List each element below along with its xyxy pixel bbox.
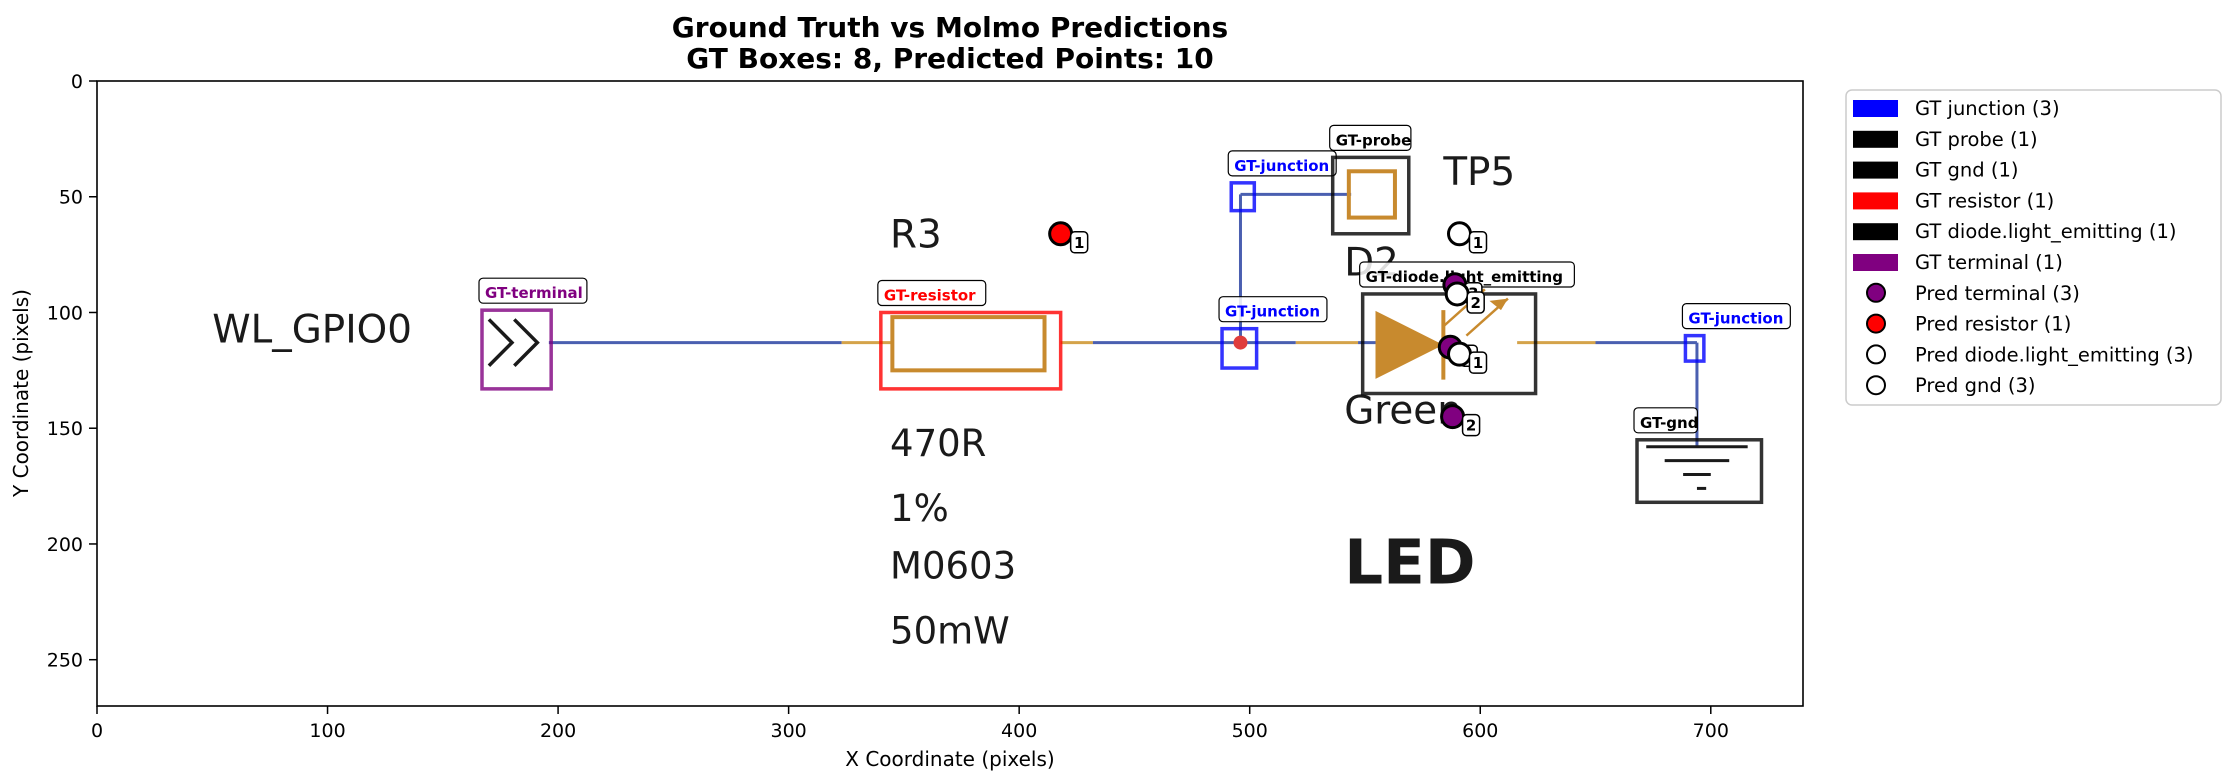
gt-box-label: GT-probe bbox=[1336, 131, 1412, 149]
gt-box bbox=[879, 310, 1063, 391]
pred-label-box bbox=[1466, 291, 1485, 314]
schematic-text: WL_GPIO0 bbox=[212, 308, 412, 353]
legend-marker bbox=[1866, 313, 1886, 334]
gt-label-box bbox=[1329, 124, 1412, 151]
pred-point bbox=[1446, 341, 1472, 367]
legend-entry: Pred gnd (3) bbox=[1915, 374, 2036, 397]
gt-box-label: GT-junction bbox=[1688, 310, 1783, 328]
schematic-text: LED bbox=[1344, 527, 1475, 598]
x-tick-label: 400 bbox=[1001, 720, 1037, 742]
y-tick-label: 50 bbox=[59, 187, 83, 209]
pred-point bbox=[1444, 281, 1470, 307]
legend-swatch bbox=[1853, 254, 1898, 271]
junction-dot bbox=[1233, 335, 1248, 350]
legend-marker bbox=[1866, 375, 1886, 396]
gt-box bbox=[1220, 326, 1259, 370]
pred-label-box bbox=[1461, 413, 1481, 437]
pred-label-box bbox=[1468, 231, 1488, 254]
pred-point-label: 1 bbox=[1473, 234, 1483, 252]
legend: GT junction (3) GT probe (1) GT gnd (1) GT … bbox=[1845, 89, 2222, 406]
y-axis-label: Y Coordinate (pixels) bbox=[9, 289, 33, 498]
terminal-chevron bbox=[513, 318, 540, 367]
led-arrowhead bbox=[1489, 298, 1508, 311]
x-tick-label: 500 bbox=[1232, 720, 1268, 742]
gt-label-box bbox=[1218, 296, 1328, 323]
schematic-text: 470R bbox=[890, 422, 986, 465]
legend-entry: GT gnd (1) bbox=[1915, 159, 2018, 182]
legend-entry: Pred resistor (1) bbox=[1915, 313, 2071, 336]
probe-symbol bbox=[1346, 169, 1397, 220]
legend-entry: GT terminal (1) bbox=[1915, 251, 2063, 274]
pred-point bbox=[1048, 221, 1074, 247]
legend-entry: GT diode.light_emitting (1) bbox=[1915, 220, 2176, 243]
legend-entry: GT junction (3) bbox=[1915, 97, 2060, 120]
x-tick-label: 600 bbox=[1462, 720, 1498, 742]
gt-box-label: GT-resistor bbox=[884, 286, 976, 304]
gt-label-box bbox=[1681, 303, 1791, 330]
gt-box-label: GT-terminal bbox=[485, 284, 583, 302]
legend-marker bbox=[1866, 344, 1886, 365]
pred-point-label: 2 bbox=[1466, 417, 1476, 435]
gt-box-label: GT-junction bbox=[1234, 157, 1329, 175]
legend-entry: Pred diode.light_emitting (3) bbox=[1915, 343, 2194, 366]
x-tick-label: 200 bbox=[540, 720, 576, 742]
y-tick-label: 100 bbox=[47, 302, 83, 324]
gt-label-box bbox=[478, 277, 588, 304]
pred-point-label: 1 bbox=[1473, 354, 1483, 372]
legend-swatch bbox=[1853, 161, 1898, 179]
x-tick-label: 100 bbox=[309, 720, 345, 742]
legend-swatch bbox=[1853, 192, 1898, 210]
legend-swatch bbox=[1853, 223, 1898, 241]
y-tick-label: 250 bbox=[47, 650, 83, 672]
pred-label-box bbox=[1468, 351, 1488, 374]
plot-frame bbox=[96, 80, 1804, 707]
gt-label-box bbox=[1227, 150, 1337, 177]
gt-box-label: GT-gnd bbox=[1640, 414, 1698, 432]
y-tick-label: 0 bbox=[71, 71, 83, 93]
schematic-text: 1% bbox=[890, 487, 949, 530]
y-tick-label: 150 bbox=[47, 418, 83, 440]
legend-entry: GT probe (1) bbox=[1915, 128, 2038, 151]
pred-point-label: 2 bbox=[1470, 294, 1480, 312]
gt-boxes: GT-terminal GT-resistor GT-junction GT-junc… bbox=[478, 124, 1791, 505]
resistor-symbol bbox=[890, 315, 1047, 373]
gt-box bbox=[1683, 333, 1706, 363]
y-axis-ticks: 0 50 100 150 200 250 bbox=[47, 71, 97, 672]
pred-point-label: 1 bbox=[1074, 234, 1084, 252]
x-tick-label: 300 bbox=[770, 720, 806, 742]
chart-title: Ground Truth vs Molmo Predictions bbox=[672, 11, 1228, 44]
gt-box bbox=[480, 308, 553, 391]
schematic-text: R3 bbox=[890, 213, 942, 258]
pred-point bbox=[1440, 404, 1466, 430]
pred-label-box bbox=[1069, 231, 1089, 254]
gt-label-box bbox=[1633, 407, 1699, 434]
y-tick-label: 200 bbox=[47, 534, 83, 556]
x-axis-label: X Coordinate (pixels) bbox=[845, 747, 1054, 771]
chart-subtitle: GT Boxes: 8, Predicted Points: 10 bbox=[686, 42, 1213, 75]
gt-label-box bbox=[877, 279, 987, 307]
schematic-text: TP5 bbox=[1442, 150, 1515, 195]
gt-box bbox=[1229, 181, 1257, 213]
legend-swatch bbox=[1853, 130, 1898, 148]
legend-entry: Pred terminal (3) bbox=[1915, 282, 2080, 305]
legend-marker bbox=[1866, 282, 1886, 303]
diode-triangle bbox=[1375, 310, 1444, 379]
x-axis-ticks: 0 100 200 300 400 500 600 700 bbox=[91, 706, 1729, 742]
legend-entry: GT resistor (1) bbox=[1915, 189, 2054, 212]
gt-box bbox=[1635, 438, 1764, 505]
gt-box-label: GT-junction bbox=[1225, 303, 1320, 321]
legend-frame bbox=[1845, 89, 2222, 406]
x-tick-label: 0 bbox=[91, 720, 103, 742]
schematic-text: M0603 bbox=[890, 545, 1016, 588]
pred-points: 1132112 bbox=[1048, 221, 1488, 437]
schematic-text: 50mW bbox=[890, 610, 1010, 653]
pred-point bbox=[1446, 221, 1472, 247]
gt-box bbox=[1330, 155, 1411, 236]
terminal-chevron bbox=[487, 318, 515, 367]
legend-swatch bbox=[1853, 100, 1898, 117]
x-tick-label: 700 bbox=[1693, 720, 1729, 742]
